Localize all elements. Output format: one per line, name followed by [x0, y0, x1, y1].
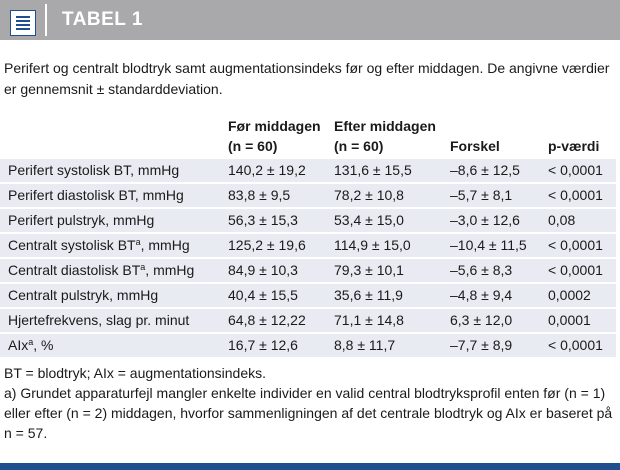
table-footnotes: BT = blodtryk; AIx = augmentationsindeks… — [4, 363, 616, 443]
row-label: Centralt diastolisk BTa, mmHg — [0, 259, 228, 284]
cell-diff: –4,8 ± 9,4 — [450, 284, 548, 309]
cell-diff: –10,4 ± 11,5 — [450, 234, 548, 259]
table-title: TABEL 1 — [62, 9, 143, 30]
table-header-bar: TABEL 1 — [0, 0, 620, 40]
column-header-after: Efter middagen (n = 60) — [334, 118, 436, 154]
cell-p-value: < 0,0001 — [548, 184, 616, 209]
table-row: AIxa, % 16,7 ± 12,6 8,8 ± 11,7 –7,7 ± 8,9 < … — [0, 334, 616, 359]
cell-after: 131,6 ± 15,5 — [334, 159, 450, 184]
row-label: Hjertefrekvens, slag pr. minut — [0, 309, 228, 334]
footnote-a: a) Grundet apparaturfejl mangler enkelte… — [4, 385, 613, 441]
cell-p-value: 0,08 — [548, 209, 616, 234]
cell-after: 71,1 ± 14,8 — [334, 309, 450, 334]
table-row: Centralt systolisk BTa, mmHg 125,2 ± 19,6… — [0, 234, 616, 259]
cell-p-value: < 0,0001 — [548, 334, 616, 359]
column-header-label — [0, 116, 228, 159]
cell-diff: 6,3 ± 12,0 — [450, 309, 548, 334]
cell-after: 35,6 ± 11,9 — [334, 284, 450, 309]
cell-diff: –8,6 ± 12,5 — [450, 159, 548, 184]
table-header-row: Før middagen (n = 60) Efter middagen (n = … — [0, 116, 616, 159]
footnote-abbreviations: BT = blodtryk; AIx = augmentationsindeks… — [4, 365, 267, 381]
cell-after: 8,8 ± 11,7 — [334, 334, 450, 359]
cell-p-value: 0,0002 — [548, 284, 616, 309]
table-row: Perifert systolisk BT, mmHg 140,2 ± 19,2 1… — [0, 159, 616, 184]
row-label: Centralt systolisk BTa, mmHg — [0, 234, 228, 259]
row-label: Perifert diastolisk BT, mmHg — [0, 184, 228, 209]
cell-diff: –3,0 ± 12,6 — [450, 209, 548, 234]
cell-after: 53,4 ± 15,0 — [334, 209, 450, 234]
row-label: Perifert systolisk BT, mmHg — [0, 159, 228, 184]
cell-before: 140,2 ± 19,2 — [228, 159, 334, 184]
column-header-p: p-værdi — [548, 138, 600, 154]
cell-before: 40,4 ± 15,5 — [228, 284, 334, 309]
data-table: Før middagen (n = 60) Efter middagen (n = … — [0, 116, 616, 359]
table-row: Centralt diastolisk BTa, mmHg 84,9 ± 10,3… — [0, 259, 616, 284]
cell-before: 83,8 ± 9,5 — [228, 184, 334, 209]
column-header-before: Før middagen (n = 60) — [228, 118, 321, 154]
cell-after: 78,2 ± 10,8 — [334, 184, 450, 209]
row-label: AIxa, % — [0, 334, 228, 359]
cell-p-value: < 0,0001 — [548, 259, 616, 284]
cell-p-value: < 0,0001 — [548, 234, 616, 259]
cell-before: 64,8 ± 12,22 — [228, 309, 334, 334]
table-caption: Perifert og centralt blodtryk samt augme… — [4, 60, 610, 97]
cell-before: 16,7 ± 12,6 — [228, 334, 334, 359]
cell-before: 56,3 ± 15,3 — [228, 209, 334, 234]
cell-diff: –5,7 ± 8,1 — [450, 184, 548, 209]
table-row: Hjertefrekvens, slag pr. minut 64,8 ± 12,… — [0, 309, 616, 334]
table-row: Perifert diastolisk BT, mmHg 83,8 ± 9,5 78… — [0, 184, 616, 209]
table-row: Perifert pulstryk, mmHg 56,3 ± 15,3 53,4 ±… — [0, 209, 616, 234]
table-row: Centralt pulstryk, mmHg 40,4 ± 15,5 35,6 ±… — [0, 284, 616, 309]
document-lines-icon — [10, 10, 36, 36]
cell-before: 125,2 ± 19,6 — [228, 234, 334, 259]
cell-diff: –5,6 ± 8,3 — [450, 259, 548, 284]
cell-p-value: 0,0001 — [548, 309, 616, 334]
cell-p-value: < 0,0001 — [548, 159, 616, 184]
row-label: Centralt pulstryk, mmHg — [0, 284, 228, 309]
column-header-diff: Forskel — [450, 138, 500, 154]
cell-after: 114,9 ± 15,0 — [334, 234, 450, 259]
row-label: Perifert pulstryk, mmHg — [0, 209, 228, 234]
bottom-accent-bar — [0, 463, 620, 470]
cell-before: 84,9 ± 10,3 — [228, 259, 334, 284]
cell-diff: –7,7 ± 8,9 — [450, 334, 548, 359]
header-divider — [45, 4, 47, 36]
cell-after: 79,3 ± 10,1 — [334, 259, 450, 284]
